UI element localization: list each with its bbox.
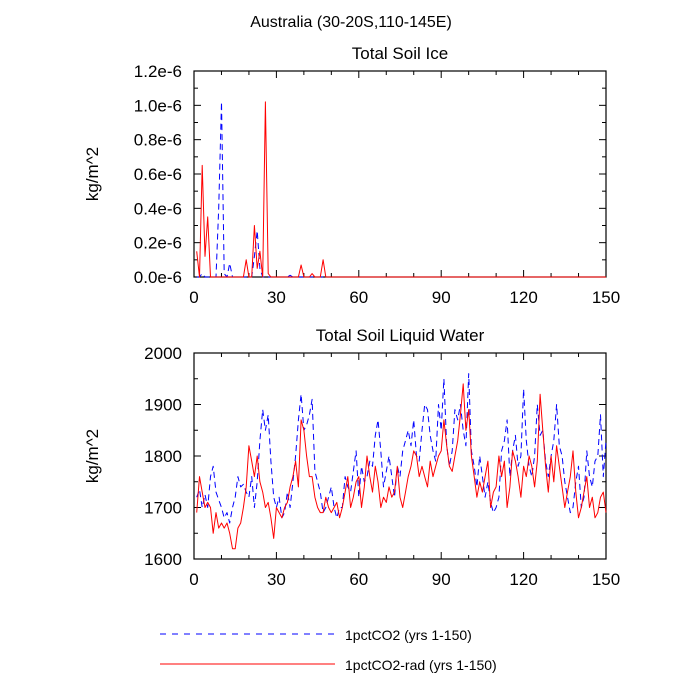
series-line-1pctco2-rad xyxy=(196,383,607,550)
panel-total-soil-liquid-water: Total Soil Liquid Water kg/m^2 0 30 60 90 120 1… xyxy=(83,326,620,589)
x-tick-label: 150 xyxy=(592,288,620,307)
legend-label-1pctco2: 1pctCO2 (yrs 1-150) xyxy=(345,627,472,643)
legend-label-1pctco2-rad: 1pctCO2-rad (yrs 1-150) xyxy=(345,657,497,673)
y-tick-label: 1.2e-6 xyxy=(134,62,182,81)
y-tick-label: 0.0e-6 xyxy=(134,268,182,287)
y-tick-label: 1800 xyxy=(144,447,182,466)
y-tick-label: 2000 xyxy=(144,344,182,363)
panel-title: Total Soil Ice xyxy=(352,44,448,63)
x-tick-label: 60 xyxy=(349,288,368,307)
series-line-1pctco2-rad xyxy=(196,101,606,278)
y-tick-label: 1700 xyxy=(144,499,182,518)
x-tick-label: 90 xyxy=(432,570,451,589)
y-tick-label: 1.0e-6 xyxy=(134,96,182,115)
figure-title: Australia (30-20S,110-145E) xyxy=(250,14,452,31)
y-axis-label: kg/m^2 xyxy=(83,429,102,483)
x-tick-label: 30 xyxy=(267,288,286,307)
y-tick-label: 1600 xyxy=(144,550,182,569)
panel-total-soil-ice: Total Soil Ice kg/m^2 0 30 60 90 120 150 0.0e-6 0… xyxy=(83,44,620,307)
y-tick-label: 0.6e-6 xyxy=(134,165,182,184)
series-line-1pctco2 xyxy=(196,101,606,278)
panel-title: Total Soil Liquid Water xyxy=(316,326,485,345)
x-tick-label: 0 xyxy=(189,288,198,307)
y-tick-label: 1900 xyxy=(144,396,182,415)
x-tick-label: 120 xyxy=(509,288,537,307)
y-tick-label: 0.4e-6 xyxy=(134,199,182,218)
x-tick-label: 0 xyxy=(189,570,198,589)
y-tick-label: 0.8e-6 xyxy=(134,131,182,150)
plot-frame xyxy=(193,352,607,560)
y-axis-label: kg/m^2 xyxy=(83,147,102,201)
y-tick-label: 0.2e-6 xyxy=(134,234,182,253)
x-tick-label: 30 xyxy=(267,570,286,589)
x-tick-label: 120 xyxy=(509,570,537,589)
x-tick-label: 60 xyxy=(349,570,368,589)
legend: 1pctCO2 (yrs 1-150) 1pctCO2-rad (yrs 1-1… xyxy=(160,627,497,673)
x-tick-label: 150 xyxy=(592,570,620,589)
x-tick-label: 90 xyxy=(432,288,451,307)
series-line-1pctco2 xyxy=(196,373,607,524)
